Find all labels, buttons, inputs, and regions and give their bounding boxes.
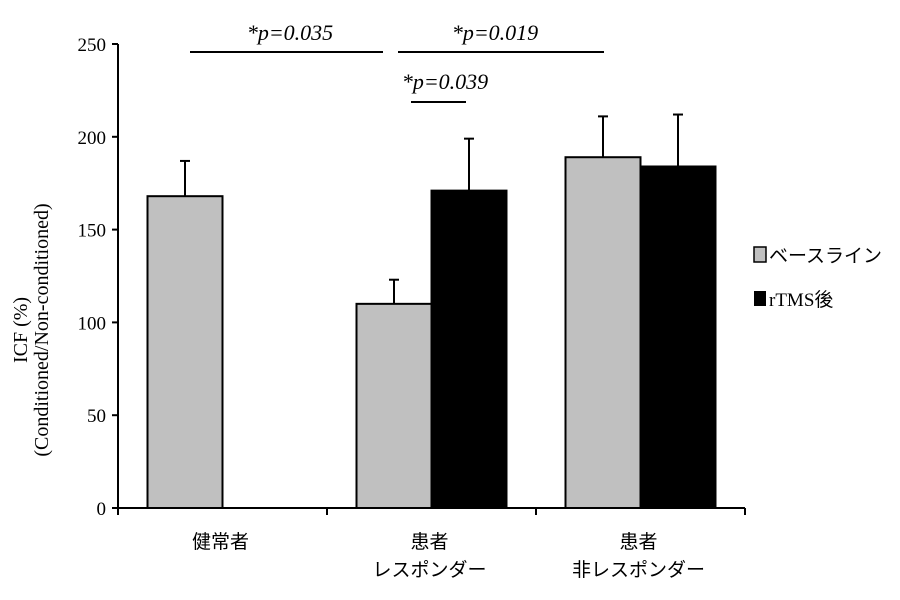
legend-label-rtms: rTMS後: [769, 289, 833, 311]
y-tick-label: 50: [87, 406, 106, 427]
y-tick-label: 100: [78, 313, 107, 334]
bar-baseline: [564, 156, 642, 509]
legend: ベースライン rTMS後: [753, 245, 882, 311]
axes: [117, 44, 745, 509]
bar-rtms: [430, 189, 508, 509]
y-axis-label-line-1: ICF (%): [10, 297, 32, 363]
bar-baseline: [355, 302, 433, 509]
legend-swatch-baseline: [753, 246, 767, 263]
significance-annotations: *p=0.035 *p=0.019 *p=0.039: [190, 20, 604, 103]
y-axis-label: ICF (%) (Conditioned/Non-conditioned): [10, 203, 53, 456]
y-tick-label: 0: [97, 499, 107, 520]
x-category-label: 非レスポンダー: [572, 559, 705, 581]
x-category-label: 患者: [619, 531, 657, 553]
sig-label-2: *p=0.019: [452, 20, 538, 45]
y-tick-label: 200: [78, 128, 107, 149]
bar-rtms: [639, 165, 717, 509]
legend-swatch-rtms: [754, 291, 766, 306]
legend-label-baseline: ベースライン: [769, 245, 882, 267]
x-category-label: レスポンダー: [372, 559, 486, 581]
y-tick-label: 150: [78, 221, 107, 242]
y-tick-label: 250: [78, 35, 107, 56]
sig-label-1: *p=0.035: [247, 20, 333, 45]
x-category-label: 健常者: [192, 531, 249, 553]
y-axis-label-line-2: (Conditioned/Non-conditioned): [31, 203, 53, 456]
bar-baseline: [146, 195, 224, 510]
x-category-label: 患者: [410, 531, 448, 553]
sig-label-3: *p=0.039: [402, 69, 488, 94]
